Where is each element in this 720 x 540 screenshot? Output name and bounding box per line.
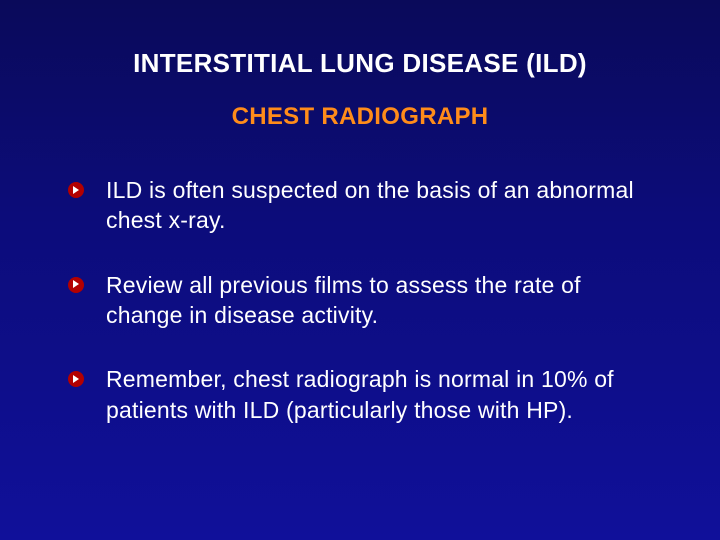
list-item: Remember, chest radiograph is normal in … xyxy=(68,364,652,425)
arrow-circle-icon xyxy=(68,277,84,293)
slide-title: INTERSTITIAL LUNG DISEASE (ILD) xyxy=(60,48,660,79)
bullet-text: ILD is often suspected on the basis of a… xyxy=(106,175,652,236)
bullet-text: Remember, chest radiograph is normal in … xyxy=(106,364,652,425)
arrow-circle-icon xyxy=(68,182,84,198)
bullet-list: ILD is often suspected on the basis of a… xyxy=(60,175,660,425)
list-item: Review all previous films to assess the … xyxy=(68,270,652,331)
slide: INTERSTITIAL LUNG DISEASE (ILD) CHEST RA… xyxy=(0,0,720,540)
bullet-text: Review all previous films to assess the … xyxy=(106,270,652,331)
slide-subtitle: CHEST RADIOGRAPH xyxy=(60,103,660,131)
list-item: ILD is often suspected on the basis of a… xyxy=(68,175,652,236)
arrow-circle-icon xyxy=(68,371,84,387)
